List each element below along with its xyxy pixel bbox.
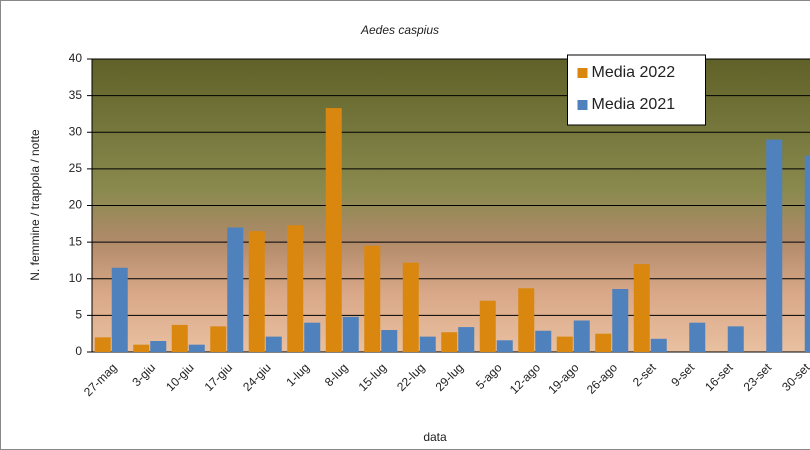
x-tick-label: 5-ago: [473, 360, 505, 392]
bar: [805, 156, 810, 352]
x-tick-label: 3-giu: [129, 360, 158, 389]
x-tick-label: 27-mag: [81, 360, 120, 399]
bar: [595, 334, 611, 352]
chart-title: Aedes caspius: [360, 23, 439, 37]
x-tick-label: 29-lug: [433, 360, 466, 393]
bar: [574, 321, 590, 352]
bar: [557, 337, 573, 352]
bar: [189, 345, 205, 352]
y-tick-label: 5: [75, 308, 82, 322]
x-tick-label: 30-set: [779, 360, 810, 394]
x-axis-label: data: [423, 430, 447, 444]
x-tick-label: 23-set: [741, 360, 775, 394]
bar: [172, 325, 188, 352]
legend-label: Media 2022: [592, 64, 676, 81]
bar: [287, 225, 303, 352]
bar: [728, 326, 744, 352]
y-tick-label: 10: [69, 271, 83, 285]
bar: [227, 227, 243, 352]
x-tick-label: 15-lug: [356, 360, 389, 393]
bar: [210, 326, 226, 352]
y-axis-label: N. femmine / trappola / notte: [28, 129, 42, 281]
bar: [95, 337, 111, 352]
x-tick-label: 24-giu: [240, 360, 273, 393]
bar: [150, 341, 166, 352]
y-tick-label: 15: [69, 234, 83, 248]
bar: [497, 340, 513, 352]
y-tick-label: 30: [69, 124, 83, 138]
bar: [364, 246, 380, 352]
bar: [112, 268, 128, 352]
x-tick-label: 16-set: [702, 360, 736, 394]
bar: [133, 345, 149, 352]
legend-swatch: [578, 68, 588, 78]
legend-label: Media 2021: [592, 96, 676, 113]
legend-swatch: [578, 100, 588, 110]
y-tick-label: 35: [69, 88, 83, 102]
x-tick-label: 10-giu: [163, 360, 196, 393]
bar: [343, 317, 359, 352]
bar: [266, 337, 282, 352]
x-tick-label: 9-set: [668, 360, 697, 389]
bar: [381, 330, 397, 352]
x-tick-label: 26-ago: [584, 360, 621, 397]
bar: [766, 140, 782, 352]
y-tick-label: 40: [69, 51, 83, 65]
bar: [480, 301, 496, 352]
x-tick-label: 8-lug: [322, 360, 351, 389]
bar: [420, 337, 436, 352]
bar: [634, 264, 650, 352]
bar: [518, 288, 534, 352]
bar: [458, 327, 474, 352]
y-tick-label: 0: [75, 344, 82, 358]
x-tick-label: 19-ago: [545, 360, 582, 397]
bar: [651, 339, 667, 352]
bar: [441, 332, 457, 352]
chart: Aedes caspius data N. femmine / trappola…: [0, 0, 810, 450]
bar: [326, 108, 342, 352]
y-tick-label: 25: [69, 161, 83, 175]
x-tick-label: 17-giu: [202, 360, 235, 393]
bar: [535, 331, 551, 352]
bar: [403, 263, 419, 352]
x-tick-label: 22-lug: [394, 360, 427, 393]
x-tick-label: 2-set: [630, 360, 659, 389]
x-tick-label: 12-ago: [507, 360, 544, 397]
x-tick-label: 1-lug: [283, 360, 312, 389]
y-tick-label: 20: [69, 198, 83, 212]
bar: [304, 323, 320, 352]
bar: [249, 231, 265, 352]
bar: [689, 323, 705, 352]
bar: [612, 289, 628, 352]
